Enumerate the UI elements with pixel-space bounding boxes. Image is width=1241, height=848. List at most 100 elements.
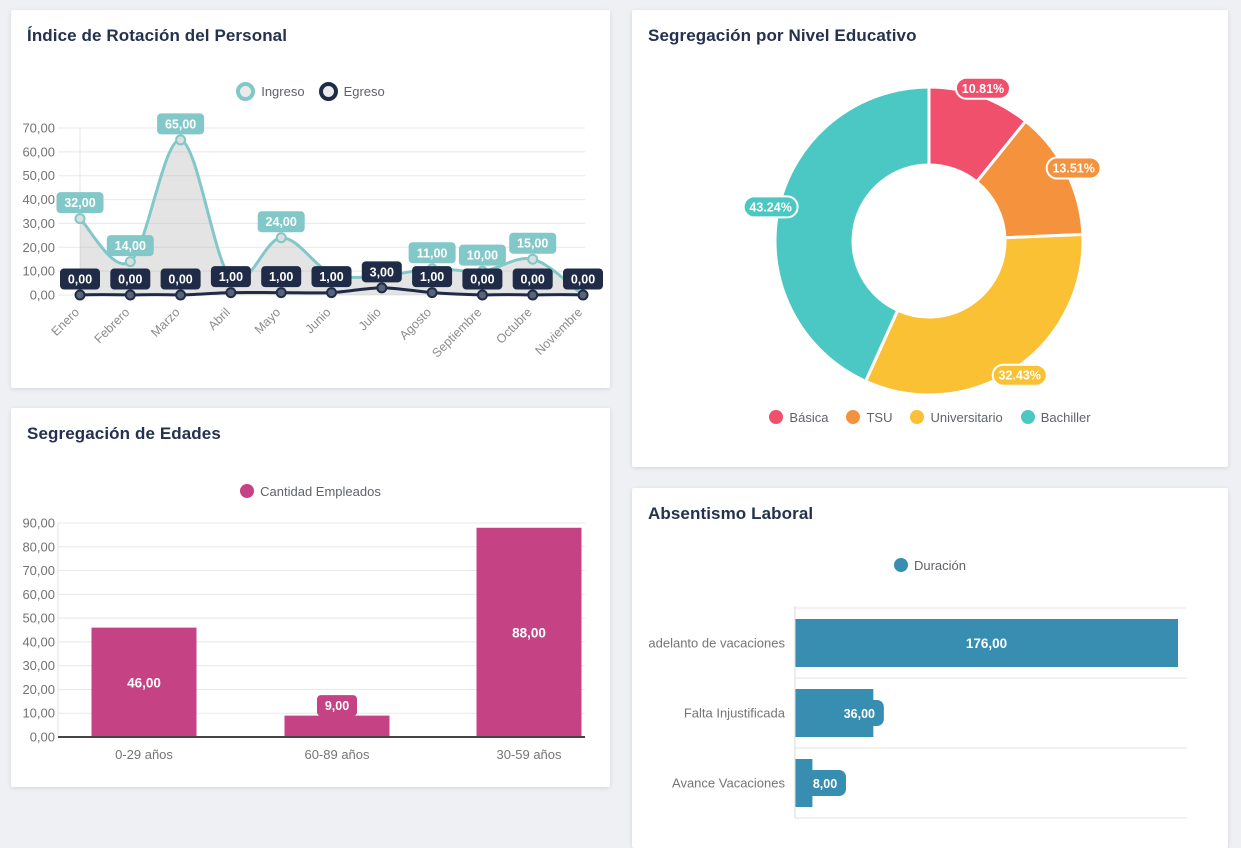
basica-legend-marker-icon <box>769 410 784 424</box>
panel-rotacion-personal: Índice de Rotación del Personal Ingreso … <box>11 10 610 388</box>
title-segregacion-edades: Segregación de Edades <box>27 424 221 443</box>
edades-bar-chart-svg: 0,00 10,00 20,00 30,00 40,00 50,00 60,00 70,00 8… <box>22 516 585 762</box>
svg-text:Noviembre: Noviembre <box>532 305 585 358</box>
svg-text:32,00: 32,00 <box>64 196 95 210</box>
svg-text:Agosto: Agosto <box>397 305 434 342</box>
svg-text:88,00: 88,00 <box>512 625 546 640</box>
egreso-legend-marker-icon <box>318 81 338 101</box>
svg-text:0,00: 0,00 <box>521 273 545 287</box>
svg-text:20,00: 20,00 <box>22 682 55 697</box>
svg-text:0,00: 0,00 <box>118 273 142 287</box>
panel-absentismo-laboral: Absentismo Laboral Duración 176,00 adelan… <box>632 488 1228 848</box>
legend-rotacion: Ingreso Egreso <box>11 80 610 102</box>
legend-label-bachiller: Bachiller <box>1040 409 1091 425</box>
svg-text:15,00: 15,00 <box>517 237 548 251</box>
svg-text:Abril: Abril <box>205 305 233 333</box>
svg-text:adelanto de vacaciones: adelanto de vacaciones <box>648 636 785 651</box>
legend-label-egreso: Egreso <box>343 83 385 99</box>
svg-text:1,00: 1,00 <box>319 270 343 284</box>
svg-text:0,00: 0,00 <box>571 273 595 287</box>
legend-label-tsu: TSU <box>866 409 893 425</box>
svg-text:10.81%: 10.81% <box>962 82 1004 96</box>
legend-label-ingreso: Ingreso <box>261 83 305 99</box>
legend-label-duracion: Duración <box>913 557 967 573</box>
svg-text:Junio: Junio <box>303 305 334 336</box>
svg-text:176,00: 176,00 <box>966 636 1007 651</box>
svg-text:40,00: 40,00 <box>22 192 55 207</box>
svg-text:Julio: Julio <box>356 305 384 333</box>
svg-text:0-29 años: 0-29 años <box>115 747 173 762</box>
panel-segregacion-edades: Segregación de Edades Cantidad Empleados… <box>11 408 610 787</box>
svg-text:8,00: 8,00 <box>813 777 837 791</box>
svg-text:Septiembre: Septiembre <box>429 305 484 360</box>
svg-text:11,00: 11,00 <box>417 246 448 260</box>
svg-text:50,00: 50,00 <box>22 611 55 626</box>
legend-item-duracion[interactable]: Duración <box>893 557 967 573</box>
bachiller-legend-marker-icon <box>1020 410 1035 424</box>
universitario-legend-marker-icon <box>910 410 925 424</box>
svg-text:9,00: 9,00 <box>325 699 349 713</box>
svg-text:36,00: 36,00 <box>844 707 875 721</box>
svg-text:46,00: 46,00 <box>127 675 161 690</box>
rotacion-line-chart-svg: 0,00 10,00 20,00 30,00 40,00 50,00 60,00 70,00 E… <box>22 113 603 360</box>
svg-text:3,00: 3,00 <box>370 265 394 279</box>
duracion-legend-marker-icon <box>893 558 908 572</box>
svg-text:0,00: 0,00 <box>168 273 192 287</box>
svg-text:43.24%: 43.24% <box>749 200 791 214</box>
svg-text:65,00: 65,00 <box>165 117 196 131</box>
svg-text:13.51%: 13.51% <box>1052 162 1094 176</box>
svg-text:Avance Vacaciones: Avance Vacaciones <box>672 776 785 791</box>
absentismo-hbar-chart-svg: 176,00 adelanto de vacaciones 36,00 Falta I… <box>648 606 1187 819</box>
legend-item-tsu[interactable]: TSU <box>846 410 892 425</box>
svg-text:40,00: 40,00 <box>22 634 55 649</box>
title-nivel-educativo: Segregación por Nivel Educativo <box>648 26 917 45</box>
legend-label-basica: Básica <box>789 409 829 425</box>
svg-text:80,00: 80,00 <box>22 539 55 554</box>
ingreso-legend-marker-icon <box>236 81 256 101</box>
legend-item-cantidad-empleados[interactable]: Cantidad Empleados <box>240 484 381 499</box>
cantidad-empleados-legend-marker-icon <box>240 484 255 498</box>
legend-absentismo: Duración <box>632 554 1228 576</box>
svg-text:0,00: 0,00 <box>30 288 55 303</box>
svg-text:1,00: 1,00 <box>269 270 293 284</box>
legend-educativo: Básica TSU Universitario Bachiller <box>632 406 1228 428</box>
svg-text:20,00: 20,00 <box>22 240 55 255</box>
svg-text:Octubre: Octubre <box>493 305 534 346</box>
legend-edades: Cantidad Empleados <box>11 480 610 502</box>
svg-text:60,00: 60,00 <box>22 144 55 159</box>
svg-text:30-59 años: 30-59 años <box>496 747 562 762</box>
svg-text:50,00: 50,00 <box>22 168 55 183</box>
educativo-donut-chart-svg: 10.81% 13.51% 32.43% 43.24% <box>742 76 1102 397</box>
title-rotacion-personal: Índice de Rotación del Personal <box>27 26 288 45</box>
svg-text:0,00: 0,00 <box>470 273 494 287</box>
svg-text:10,00: 10,00 <box>22 264 55 279</box>
svg-text:Enero: Enero <box>49 305 83 339</box>
title-absentismo-laboral: Absentismo Laboral <box>648 504 814 523</box>
svg-text:10,00: 10,00 <box>22 706 55 721</box>
legend-item-egreso[interactable]: Egreso <box>318 81 385 101</box>
svg-text:0,00: 0,00 <box>68 273 92 287</box>
legend-item-ingreso[interactable]: Ingreso <box>236 81 305 101</box>
legend-label-cantidad-empleados: Cantidad Empleados <box>260 483 381 499</box>
svg-text:Falta Injustificada: Falta Injustificada <box>684 706 786 721</box>
svg-text:70,00: 70,00 <box>22 563 55 578</box>
svg-text:24,00: 24,00 <box>266 215 297 229</box>
svg-text:70,00: 70,00 <box>22 121 55 136</box>
svg-text:60-89 años: 60-89 años <box>304 747 370 762</box>
svg-text:30,00: 30,00 <box>22 216 55 231</box>
legend-item-bachiller[interactable]: Bachiller <box>1020 409 1091 425</box>
svg-text:14,00: 14,00 <box>115 239 146 253</box>
svg-text:0,00: 0,00 <box>30 730 55 745</box>
tsu-legend-marker-icon <box>846 410 861 424</box>
legend-item-universitario[interactable]: Universitario <box>910 410 1003 425</box>
svg-text:30,00: 30,00 <box>22 658 55 673</box>
svg-text:10,00: 10,00 <box>467 249 498 263</box>
svg-text:Febrero: Febrero <box>92 305 133 346</box>
panel-nivel-educativo: Segregación por Nivel Educativo 10.81% 13… <box>632 10 1228 467</box>
svg-text:Marzo: Marzo <box>148 305 182 339</box>
legend-item-basica[interactable]: Básica <box>769 410 828 425</box>
svg-text:1,00: 1,00 <box>420 270 444 284</box>
svg-text:60,00: 60,00 <box>22 587 55 602</box>
svg-text:90,00: 90,00 <box>22 516 55 531</box>
svg-text:Mayo: Mayo <box>252 305 284 337</box>
